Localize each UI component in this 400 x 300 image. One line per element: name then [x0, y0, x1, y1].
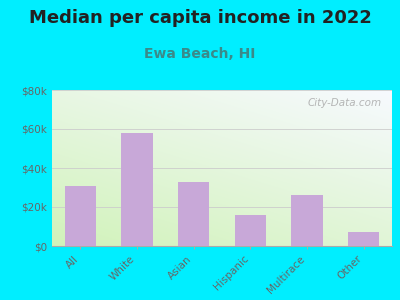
Text: City-Data.com: City-Data.com — [308, 98, 382, 108]
Bar — [122, 133, 152, 246]
Bar — [292, 195, 322, 246]
Text: Ewa Beach, HI: Ewa Beach, HI — [144, 46, 256, 61]
Text: Median per capita income in 2022: Median per capita income in 2022 — [28, 9, 372, 27]
Bar — [178, 182, 209, 246]
Bar — [235, 215, 266, 246]
Bar — [348, 232, 379, 246]
Bar — [65, 185, 96, 246]
